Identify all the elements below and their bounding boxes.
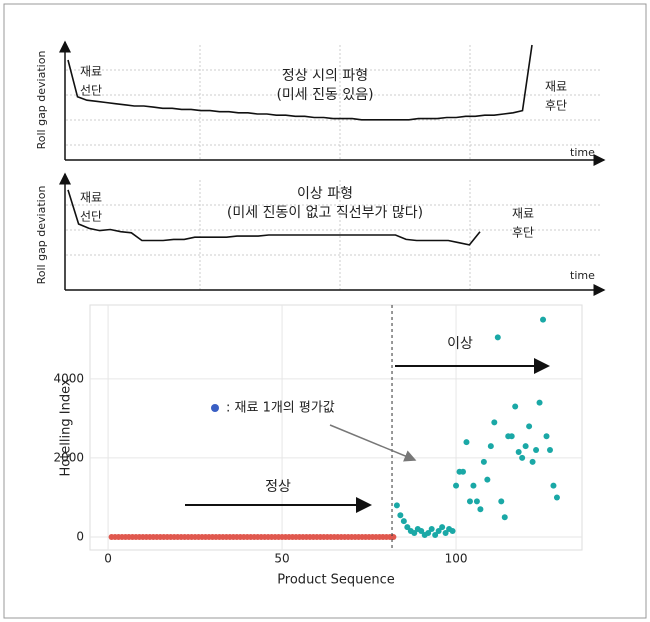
point — [390, 533, 397, 540]
point — [428, 526, 435, 533]
annotation: (미세 진동이 없고 직선부가 많다) — [227, 205, 423, 221]
point — [439, 524, 446, 531]
point — [466, 498, 473, 505]
point — [480, 458, 487, 465]
annotation: (미세 진동 있음) — [276, 87, 373, 103]
waveform — [67, 44, 533, 121]
legend-text: : 재료 1개의 평가값 — [226, 401, 335, 416]
point — [418, 528, 425, 535]
y-axis-label: Roll gap deviation — [35, 51, 48, 150]
point — [487, 443, 494, 450]
normal-label: 정상 — [265, 479, 291, 495]
point — [529, 458, 536, 465]
point — [425, 530, 432, 537]
point — [397, 512, 404, 519]
point — [508, 433, 515, 440]
y-tick-label: 2000 — [53, 450, 84, 464]
x-axis-label: Product Sequence — [277, 573, 395, 588]
annotation: 이상 파형 — [297, 186, 353, 202]
x-tick-label: 0 — [104, 552, 112, 566]
annotation: 정상 시의 파형 — [282, 68, 368, 84]
point — [543, 433, 550, 440]
point — [477, 506, 484, 513]
point — [470, 482, 477, 489]
point — [393, 502, 400, 509]
point — [519, 454, 526, 461]
annotation: 재료 — [512, 207, 534, 221]
point — [533, 447, 540, 454]
point — [432, 531, 439, 538]
waveform — [67, 189, 481, 246]
y-axis-label: Roll gap deviation — [35, 186, 48, 285]
legend-dot — [211, 404, 219, 412]
annotation: 선단 — [80, 210, 102, 224]
abnormal-label: 이상 — [447, 336, 473, 352]
annotation: 선단 — [80, 84, 102, 98]
point — [400, 518, 407, 525]
point — [536, 399, 543, 406]
annotation: 재료 — [80, 191, 102, 205]
frame — [3, 3, 647, 619]
x-axis-label: time — [570, 146, 595, 159]
point — [473, 498, 480, 505]
point — [540, 316, 547, 323]
point — [453, 482, 460, 489]
wave-axes — [59, 40, 606, 296]
point — [501, 514, 508, 521]
point — [553, 494, 560, 501]
point — [550, 482, 557, 489]
point — [491, 419, 498, 426]
point — [498, 498, 505, 505]
point — [435, 528, 442, 535]
point — [484, 476, 491, 483]
annotation: 후단 — [512, 226, 534, 240]
x-tick-label: 50 — [274, 552, 289, 566]
annotation: 재료 — [80, 65, 102, 79]
y-axis-label: Hotelling Index — [59, 378, 74, 476]
y-tick-label: 0 — [76, 529, 84, 543]
point — [546, 447, 553, 454]
point — [494, 334, 501, 341]
x-axis-label: time — [570, 269, 595, 282]
point — [404, 524, 411, 531]
point — [460, 468, 467, 475]
point — [449, 528, 456, 535]
y-tick-label: 4000 — [53, 371, 84, 385]
pointer-arrow — [329, 424, 417, 462]
wave-grid — [66, 45, 600, 290]
point — [463, 439, 470, 446]
annotation: 재료 — [545, 80, 567, 94]
point — [526, 423, 533, 430]
annotation: 후단 — [545, 99, 567, 113]
point — [522, 443, 529, 450]
point — [411, 530, 418, 537]
point — [515, 449, 522, 455]
x-tick-label: 100 — [445, 552, 468, 566]
point — [512, 403, 519, 410]
point — [442, 530, 449, 537]
